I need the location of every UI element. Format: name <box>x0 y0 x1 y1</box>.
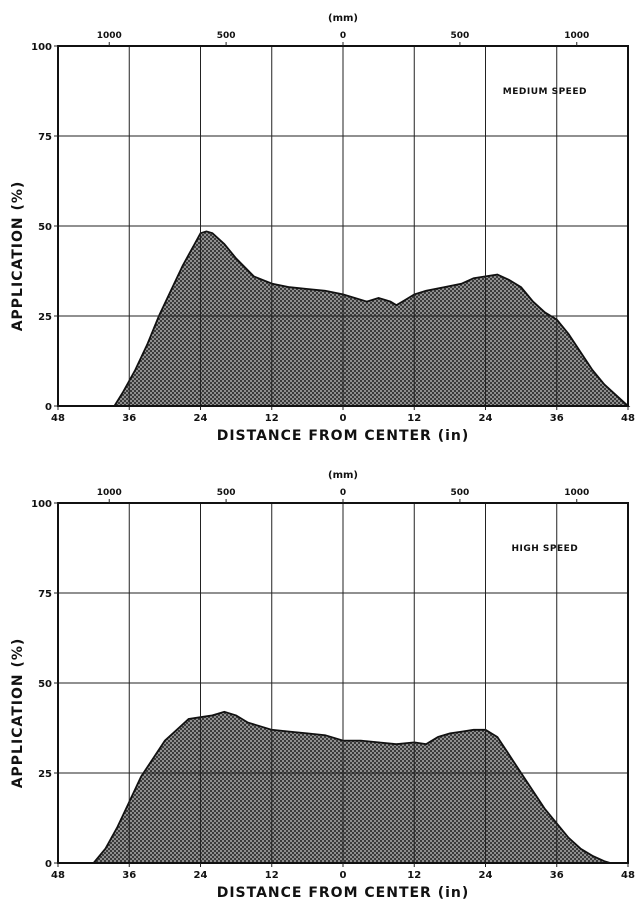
top-tick-label: 1000 <box>97 488 122 498</box>
x-tick-label: 36 <box>122 870 136 881</box>
top-tick-label: 1000 <box>97 31 122 41</box>
y-axis-title: APPLICATION (%) <box>10 638 26 789</box>
top-tick-label: 0 <box>340 31 346 41</box>
x-tick-label: 48 <box>51 870 65 881</box>
x-tick-label: 24 <box>194 870 208 881</box>
top-tick-label: 1000 <box>564 31 589 41</box>
y-tick-label: 25 <box>38 312 52 323</box>
x-tick-label: 12 <box>265 413 279 424</box>
x-tick-label: 36 <box>550 870 564 881</box>
top-tick-label: 500 <box>217 488 236 498</box>
application-area-series <box>91 710 611 864</box>
x-tick-label: 36 <box>550 413 564 424</box>
top-tick-label: 0 <box>340 488 346 498</box>
y-tick-label: 100 <box>31 42 52 53</box>
x-tick-label: 12 <box>265 870 279 881</box>
x-tick-label: 36 <box>122 413 136 424</box>
y-tick-label: 100 <box>31 499 52 510</box>
x-tick-label: 48 <box>621 870 635 881</box>
top-tick-label: 500 <box>217 31 236 41</box>
x-axis-title: DISTANCE FROM CENTER (in) <box>217 428 470 444</box>
y-tick-label: 50 <box>38 222 52 233</box>
x-tick-label: 24 <box>194 413 208 424</box>
y-tick-label: 25 <box>38 769 52 780</box>
y-tick-label: 75 <box>38 132 52 143</box>
application-area-series <box>112 230 631 407</box>
x-tick-label: 48 <box>621 413 635 424</box>
x-tick-label: 12 <box>407 870 421 881</box>
x-tick-label: 24 <box>479 413 493 424</box>
speed-annotation: HIGH SPEED <box>511 544 578 554</box>
y-tick-label: 75 <box>38 589 52 600</box>
speed-annotation: MEDIUM SPEED <box>503 87 587 97</box>
x-tick-label: 0 <box>340 413 347 424</box>
y-axis-title: APPLICATION (%) <box>10 181 26 332</box>
x-tick-label: 0 <box>340 870 347 881</box>
x-tick-label: 24 <box>479 870 493 881</box>
top-tick-label: 500 <box>451 31 470 41</box>
top-tick-label: 500 <box>451 488 470 498</box>
x-tick-label: 48 <box>51 413 65 424</box>
top-axis-unit-label: (mm) <box>328 470 358 481</box>
top-axis-unit-label: (mm) <box>328 13 358 24</box>
y-tick-label: 0 <box>45 402 52 413</box>
y-tick-label: 50 <box>38 679 52 690</box>
x-tick-label: 12 <box>407 413 421 424</box>
x-axis-title: DISTANCE FROM CENTER (in) <box>217 885 470 901</box>
top-tick-label: 1000 <box>564 488 589 498</box>
y-tick-label: 0 <box>45 859 52 870</box>
